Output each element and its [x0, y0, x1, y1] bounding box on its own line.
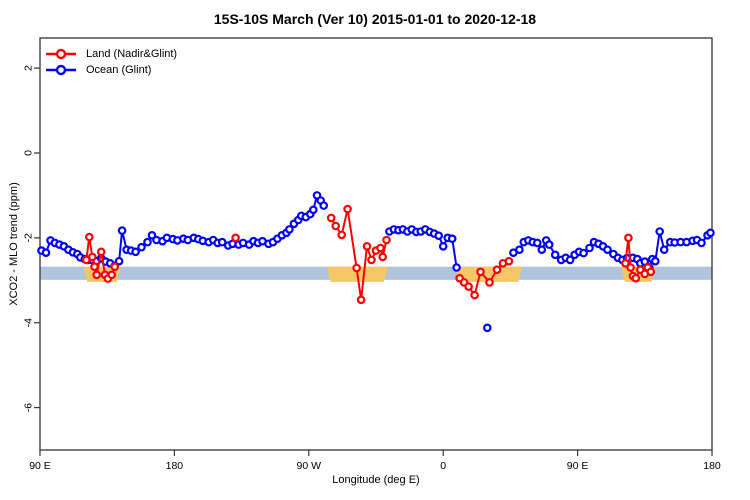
ocean-point [515, 245, 524, 255]
land-point [378, 252, 388, 262]
ocean-point [438, 242, 448, 251]
y-axis-label: XCO2 - MLO trend (ppm) [8, 182, 20, 306]
land-point [90, 262, 99, 272]
land-point [626, 263, 635, 272]
land-line [330, 208, 388, 301]
ocean-point [537, 245, 547, 255]
land-point [470, 290, 479, 300]
x-tick-label: 90 E [29, 460, 51, 472]
y-tick-label: -6 [23, 403, 35, 412]
land-point [96, 247, 106, 257]
x-tick-label: 90 W [297, 460, 322, 472]
ocean-point [482, 323, 492, 333]
land-point [631, 273, 641, 283]
ocean-point [579, 248, 588, 258]
land-point [621, 258, 630, 268]
land-point [107, 270, 117, 280]
land-point [92, 270, 102, 280]
ocean-point [117, 226, 127, 235]
y-tick-label: 2 [23, 65, 35, 71]
land-point [624, 233, 633, 243]
land-point [356, 295, 366, 305]
ocean-point [319, 201, 329, 210]
ocean-point [143, 237, 152, 247]
land-point [492, 265, 502, 275]
ocean-point [41, 248, 51, 258]
ocean-series-swatch-icon [46, 64, 76, 76]
ocean-point [659, 245, 669, 255]
land-point [376, 243, 385, 253]
ocean-point [452, 263, 461, 272]
ocean-point [603, 245, 612, 255]
land-point [337, 230, 347, 240]
x-tick-label: 180 [166, 460, 184, 472]
land-point [382, 235, 391, 245]
chart-title: 15S-10S March (Ver 10) 2015-01-01 to 202… [213, 11, 537, 27]
ocean-point [285, 225, 294, 234]
land-point [352, 263, 361, 273]
land-point [231, 233, 240, 243]
land-point [504, 256, 514, 266]
land-highlight-band [455, 266, 523, 282]
land-point [331, 221, 341, 231]
ocean-point [532, 238, 542, 248]
ocean-point [706, 228, 715, 238]
ocean-point [544, 240, 554, 249]
land-point [476, 267, 485, 277]
land-point [362, 242, 372, 251]
ocean-point [550, 250, 560, 260]
ocean-point [655, 227, 665, 236]
land-point [110, 262, 120, 272]
ocean-point [697, 238, 706, 248]
x-tick-label: 180 [703, 460, 721, 472]
x-tick-label: 90 E [567, 460, 589, 472]
ocean-point [114, 256, 124, 266]
legend-item-land: Land (Nadir&Glint) [44, 46, 177, 62]
ocean-point [217, 237, 227, 247]
ocean-point [434, 231, 444, 241]
legend-item-ocean: Ocean (Glint) [44, 62, 177, 78]
land-point [646, 267, 656, 277]
x-axis-label: Longitude (deg E) [332, 474, 420, 486]
land-point [367, 255, 376, 265]
x-tick-label: 0 [440, 460, 446, 472]
y-tick-label: -2 [23, 233, 35, 242]
legend-label-land: Land (Nadir&Glint) [86, 48, 178, 60]
legend-label-ocean: Ocean (Glint) [86, 64, 152, 76]
y-tick-label: -4 [23, 318, 35, 327]
land-point [326, 213, 336, 223]
land-series-swatch-icon [46, 48, 76, 60]
land-point [485, 278, 494, 287]
ocean-point [308, 205, 318, 215]
y-tick-label: 0 [23, 150, 35, 156]
ocean-point [131, 247, 140, 257]
ocean-point [650, 256, 660, 266]
land-point [88, 252, 97, 262]
legend: Land (Nadir&Glint) Ocean (Glint) [44, 46, 177, 78]
land-point [85, 232, 94, 242]
ocean-point [585, 243, 594, 253]
land-point [343, 204, 352, 214]
plot-border [39, 37, 713, 451]
ocean-point [565, 255, 575, 265]
ocean-point [447, 234, 457, 244]
land-point [464, 282, 473, 291]
ocean-point [137, 242, 146, 252]
